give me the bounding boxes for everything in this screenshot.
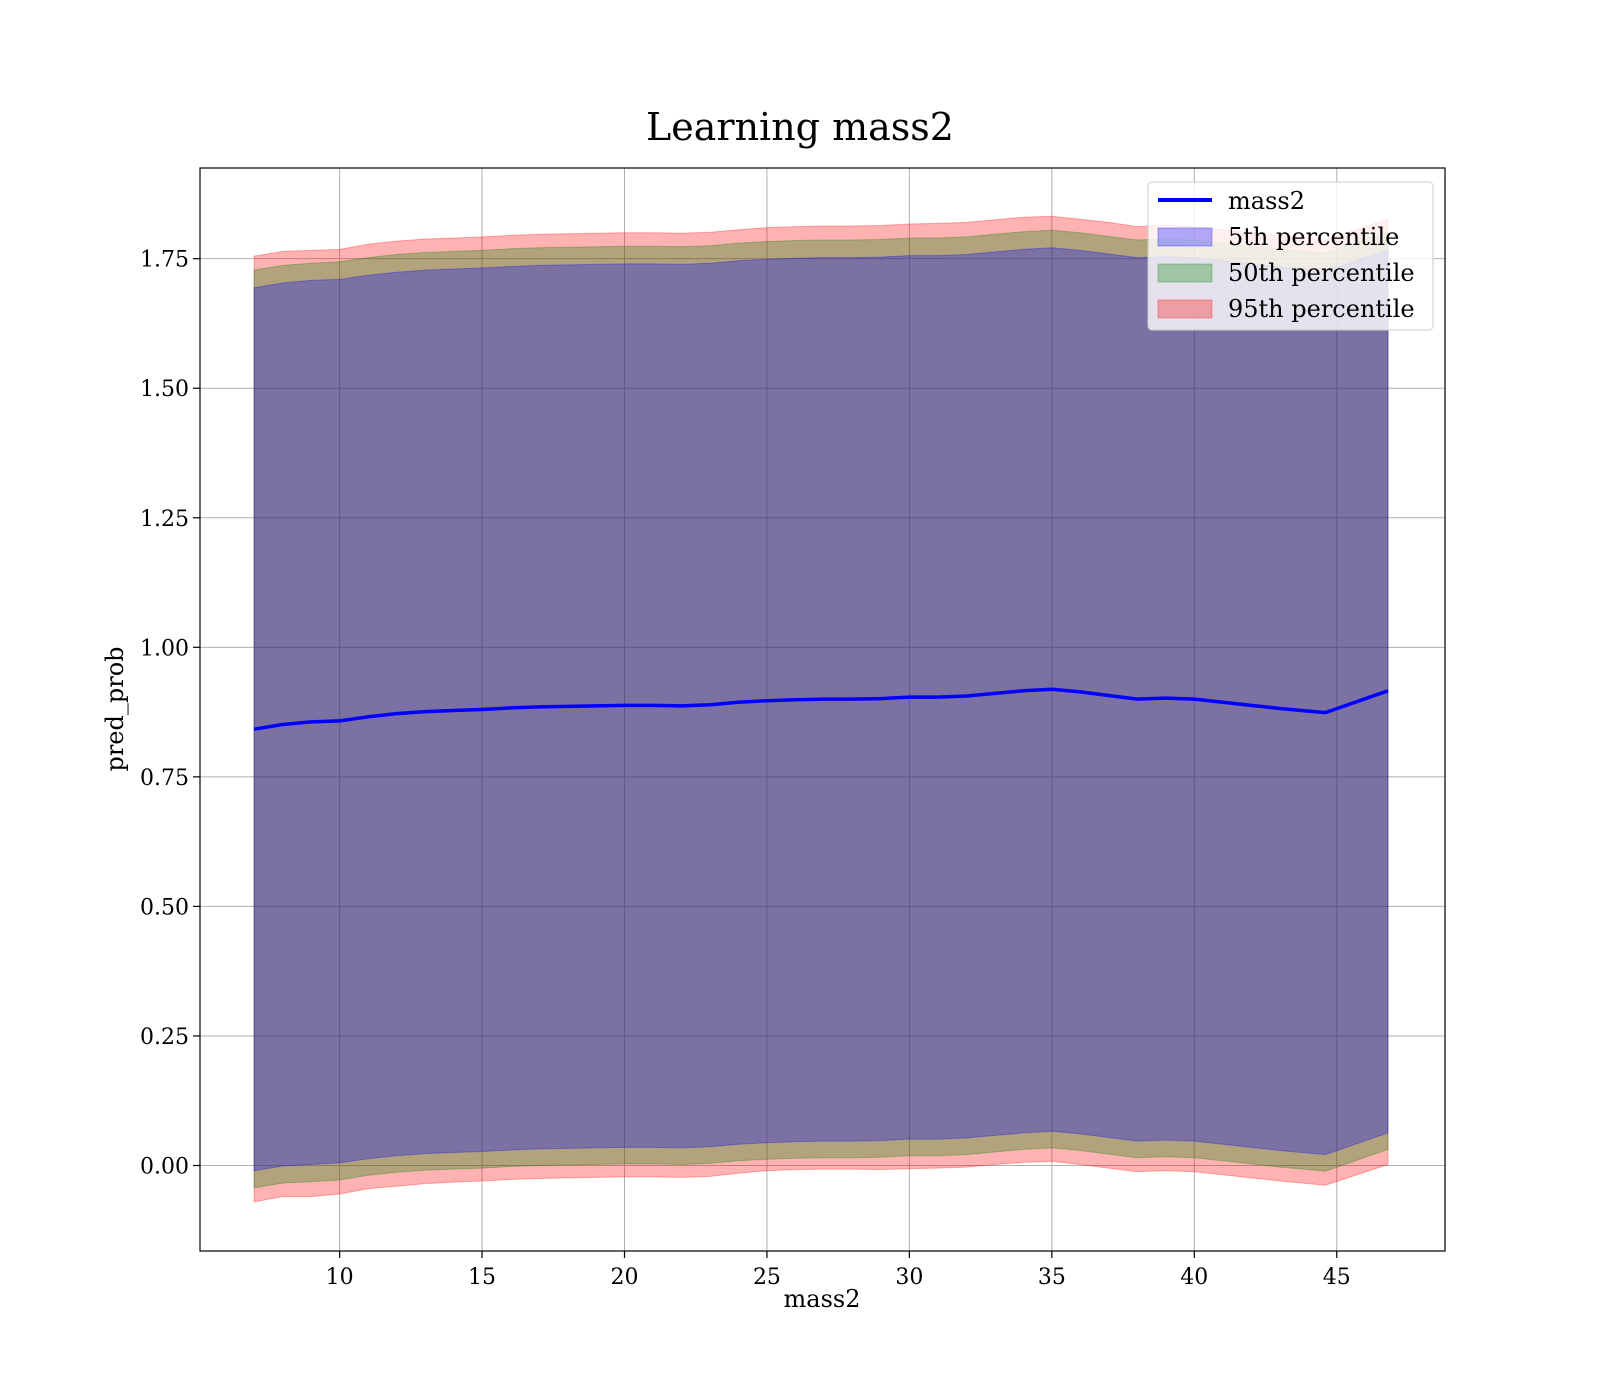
legend-label-95th: 95th percentile (1228, 295, 1415, 323)
x-axis: 10 15 20 25 30 35 40 45 (326, 1251, 1351, 1290)
x-tick-label: 10 (326, 1265, 354, 1290)
x-tick-label: 25 (753, 1265, 781, 1290)
x-tick-label: 40 (1180, 1265, 1208, 1290)
y-tick-label: 1.75 (140, 248, 189, 273)
y-axis: 0.00 0.25 0.50 0.75 1.00 1.25 1.50 1.75 (140, 248, 200, 1180)
band-95th (253, 215, 1389, 1203)
plot-frame (199, 167, 1446, 1252)
legend-line-label: mass2 (1228, 187, 1305, 215)
y-axis-label: pred_prob (101, 646, 129, 771)
legend-box (1147, 181, 1434, 331)
x-tick-label: 30 (895, 1265, 923, 1290)
band-50th (253, 229, 1389, 1189)
y-tick-label: 0.75 (140, 766, 189, 791)
series-line-mass2 (253, 687, 1389, 731)
legend: mass2 5th percentile 50th percentile 95t… (1147, 181, 1434, 331)
line-series (253, 687, 1389, 731)
legend-swatch-5th (1157, 227, 1213, 247)
chart-title: Learning mass2 (646, 105, 954, 149)
x-axis-label: mass2 (784, 1285, 861, 1313)
y-tick-label: 1.00 (140, 636, 189, 661)
legend-swatch-95th (1157, 299, 1213, 319)
y-tick-label: 1.25 (140, 507, 189, 532)
x-tick-label: 35 (1038, 1265, 1066, 1290)
percentile-bands (253, 215, 1389, 1203)
y-tick-label: 0.25 (140, 1025, 189, 1050)
y-tick-label: 0.00 (140, 1155, 189, 1180)
band-5th (253, 247, 1389, 1172)
y-tick-label: 0.50 (140, 895, 189, 920)
grid (200, 168, 1445, 1251)
legend-label-5th: 5th percentile (1228, 223, 1399, 251)
legend-label-50th: 50th percentile (1228, 259, 1415, 287)
x-tick-label: 20 (610, 1265, 638, 1290)
x-tick-label: 15 (468, 1265, 496, 1290)
y-tick-label: 1.50 (140, 377, 189, 402)
x-tick-label: 45 (1323, 1265, 1351, 1290)
plot-background (200, 168, 1445, 1251)
legend-swatch-50th (1157, 263, 1213, 283)
